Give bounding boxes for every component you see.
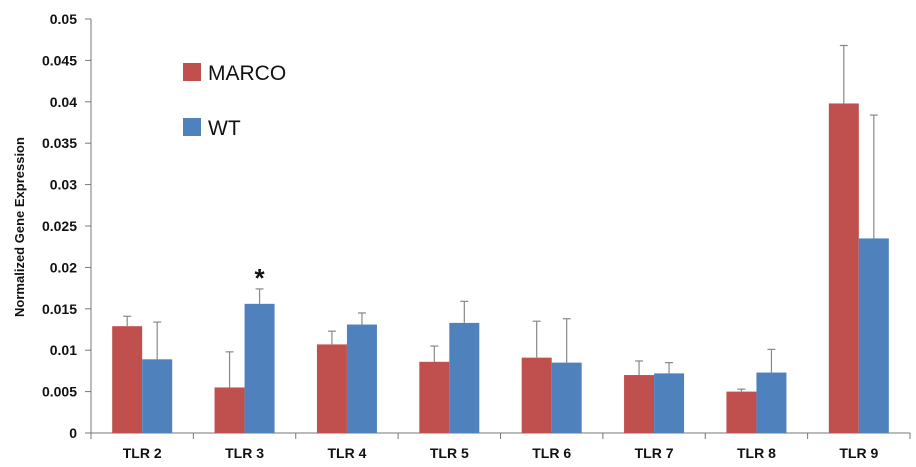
y-tick-label: 0.04 xyxy=(50,94,77,110)
bar-wt-tlr8 xyxy=(756,372,787,433)
y-tick-label: 0.035 xyxy=(42,135,77,151)
x-tick-label: TLR 4 xyxy=(327,445,366,461)
bars xyxy=(112,103,889,434)
y-axis: 0 0.005 0.01 0.015 0.02 0.025 0.03 0.035 0.04 0.0… xyxy=(42,11,92,441)
y-axis-label: Normalized Gene Expression xyxy=(12,137,27,317)
bar-wt-tlr6 xyxy=(551,362,582,433)
y-tick-label: 0 xyxy=(69,425,77,441)
legend-label-marco: MARCO xyxy=(208,62,286,85)
y-tick-label: 0.02 xyxy=(50,259,77,275)
bar-marco-tlr2 xyxy=(112,326,143,433)
bar-marco-tlr7 xyxy=(624,375,655,433)
legend-swatch-marco xyxy=(183,63,201,81)
y-tick-label: 0.025 xyxy=(42,218,77,234)
y-tick-label: 0.05 xyxy=(50,11,77,27)
bar-wt-tlr4 xyxy=(346,324,377,433)
legend-label-wt: WT xyxy=(208,117,241,140)
y-tick-label: 0.015 xyxy=(42,301,77,317)
bar-marco-tlr4 xyxy=(316,344,347,433)
legend-swatch-wt xyxy=(183,118,201,136)
annotations: * xyxy=(255,263,266,293)
legend: MARCO WT xyxy=(183,62,286,140)
bar-wt-tlr9 xyxy=(858,238,889,433)
y-tick-label: 0.045 xyxy=(42,52,77,68)
bar-marco-tlr3 xyxy=(214,387,245,433)
y-tick-label: 0.005 xyxy=(42,384,77,400)
x-axis: TLR 2 TLR 3 TLR 4 TLR 5 TLR 6 TLR 7 TLR 8 TLR 9 xyxy=(90,432,911,461)
x-tick-label: TLR 2 xyxy=(123,445,162,461)
bar-marco-tlr5 xyxy=(419,361,450,433)
bar-wt-tlr5 xyxy=(449,322,480,433)
bar-marco-tlr8 xyxy=(726,391,757,433)
bar-wt-tlr2 xyxy=(142,359,173,433)
bar-marco-tlr6 xyxy=(521,357,552,433)
x-tick-label: TLR 8 xyxy=(737,445,776,461)
x-tick-label: TLR 6 xyxy=(532,445,571,461)
significance-asterisk: * xyxy=(255,263,266,293)
y-tick-label: 0.03 xyxy=(50,177,77,193)
x-tick-label: TLR 3 xyxy=(225,445,264,461)
x-tick-label: TLR 7 xyxy=(635,445,674,461)
bar-marco-tlr9 xyxy=(828,103,859,434)
x-tick-label: TLR 9 xyxy=(839,445,878,461)
y-tick-label: 0.01 xyxy=(50,342,77,358)
bar-wt-tlr3 xyxy=(244,303,275,433)
x-tick-label: TLR 5 xyxy=(430,445,469,461)
bar-wt-tlr7 xyxy=(654,373,685,433)
error-bars xyxy=(123,44,878,392)
